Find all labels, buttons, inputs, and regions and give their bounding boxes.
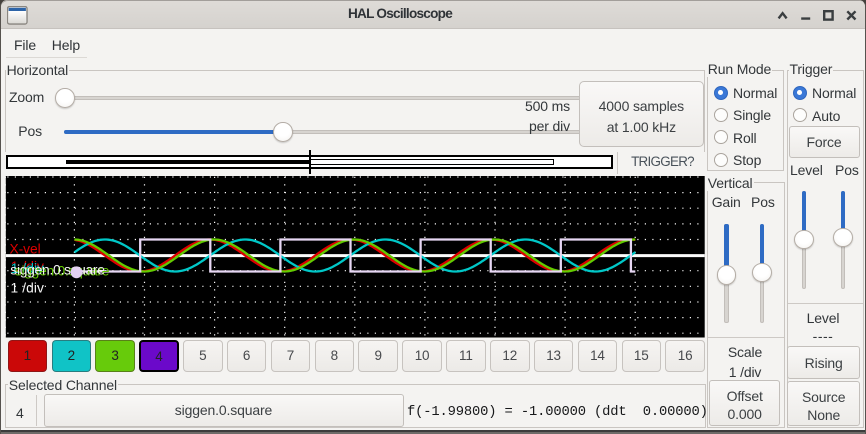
- svg-text:X-vel: X-vel: [10, 241, 41, 256]
- svg-text:siggen.0.square: siggen.0.square: [10, 262, 105, 277]
- svg-text:1 /div: 1 /div: [11, 259, 44, 274]
- svg-text:1 /div: 1 /div: [11, 281, 45, 296]
- svg-text:siggen.0.square: siggen.0.square: [15, 263, 110, 278]
- svg-text:1 /div: 1 /div: [11, 261, 44, 276]
